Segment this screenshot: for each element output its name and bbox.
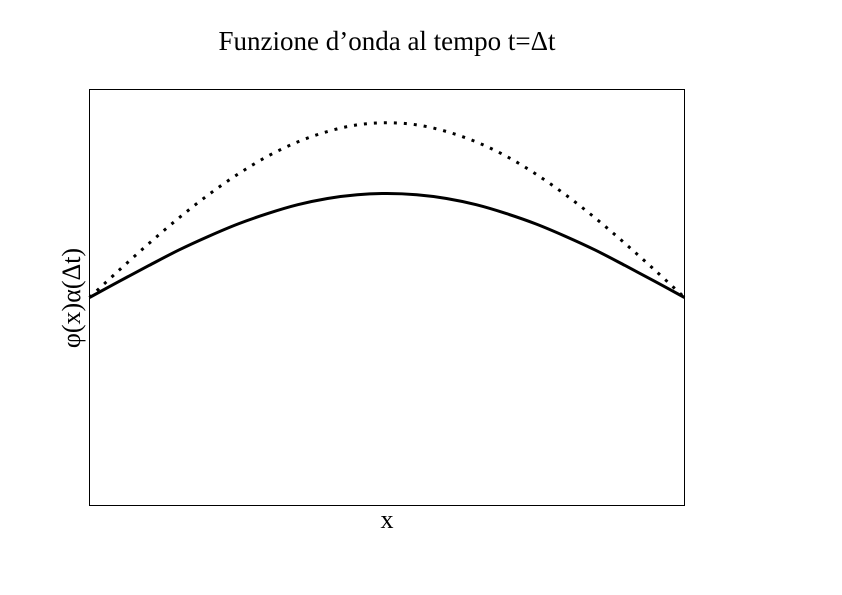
y-axis-label: φ(x)α(Δt) bbox=[57, 248, 86, 348]
chart-title: Funzione d’onda al tempo t=Δt bbox=[218, 26, 556, 56]
series-line-dotted bbox=[88, 121, 686, 299]
series-layer bbox=[88, 121, 686, 299]
x-axis-label: x bbox=[381, 505, 394, 534]
plot-frame bbox=[89, 89, 685, 506]
series-line-solid bbox=[88, 191, 686, 299]
